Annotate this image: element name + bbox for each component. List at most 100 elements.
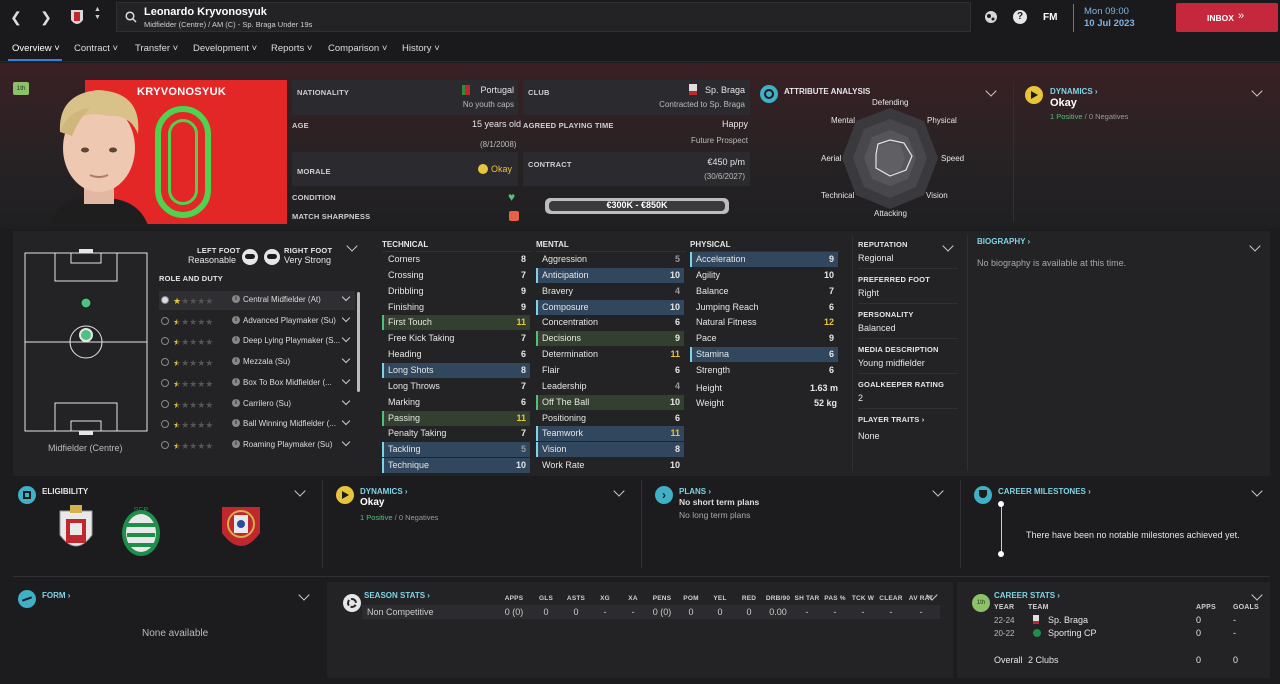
role-info-icon[interactable]: i xyxy=(232,357,240,366)
attribute-row[interactable]: Marking 6 xyxy=(382,395,530,410)
attribute-row[interactable]: Stamina 6 xyxy=(690,347,838,363)
role-chevron-icon[interactable] xyxy=(341,313,351,322)
role-info-icon[interactable]: i xyxy=(232,336,240,345)
role-chevron-icon[interactable] xyxy=(341,334,351,343)
attribute-row[interactable]: Long Shots 8 xyxy=(382,362,530,378)
role-chevron-icon[interactable] xyxy=(341,375,351,385)
attribute-row[interactable]: Teamwork 11 xyxy=(536,426,684,442)
attribute-row[interactable]: First Touch 11 xyxy=(382,315,530,331)
attribute-row[interactable]: Concentration 6 xyxy=(536,315,684,330)
player-switch-arrows-icon[interactable]: ▲ ▼ xyxy=(94,6,101,21)
tab-transfer[interactable]: Transfer ˅ xyxy=(135,43,179,54)
attribute-row[interactable]: Decisions 9 xyxy=(536,331,684,347)
role-radio[interactable] xyxy=(161,440,169,449)
sporting-crest-icon[interactable]: SCP xyxy=(120,503,162,557)
attribute-row[interactable]: Strength 6 xyxy=(690,363,838,378)
globe-icon[interactable] xyxy=(984,10,998,24)
attribute-row[interactable]: Agility 10 xyxy=(690,268,838,283)
attribute-row[interactable]: Corners 8 xyxy=(382,252,530,267)
club-crest-icon[interactable] xyxy=(69,6,85,28)
role-item[interactable]: ★★★★★ i Deep Lying Playmaker (S... xyxy=(159,332,355,351)
role-radio[interactable] xyxy=(161,399,169,408)
dynamics-title[interactable]: DYNAMICS › xyxy=(1050,87,1098,96)
role-info-icon[interactable]: i xyxy=(232,398,240,407)
career-row-2-team[interactable]: Sporting CP xyxy=(1048,628,1097,638)
role-item[interactable]: ★★★★★ i Carrilero (Su) xyxy=(159,395,355,414)
role-radio[interactable] xyxy=(161,316,169,325)
tab-comparison[interactable]: Comparison ˅ xyxy=(328,43,388,54)
role-item[interactable]: ★★★★★ i Roaming Playmaker (Su) xyxy=(159,436,355,455)
attribute-row[interactable]: Positioning 6 xyxy=(536,411,684,426)
role-item[interactable]: ★★★★★ i Ball Winning Midfielder (... xyxy=(159,415,355,434)
role-radio[interactable] xyxy=(161,358,169,367)
attribute-row[interactable]: Balance 7 xyxy=(690,284,838,299)
attribute-row[interactable]: Heading 6 xyxy=(382,347,530,362)
portugal-crest-icon[interactable] xyxy=(220,503,262,557)
attribute-row[interactable]: Crossing 7 xyxy=(382,268,530,283)
milestones-title[interactable]: CAREER MILESTONES › xyxy=(998,487,1091,496)
forward-arrow-icon[interactable]: ❯ xyxy=(40,9,52,25)
tab-development[interactable]: Development ˅ xyxy=(193,43,258,54)
role-info-icon[interactable]: i xyxy=(232,439,240,448)
club-value[interactable]: Sp. Braga xyxy=(704,85,745,95)
attribute-row[interactable]: Determination 11 xyxy=(536,347,684,362)
attribute-row[interactable]: Aggression 5 xyxy=(536,252,684,267)
tab-overview[interactable]: Overview ˅ xyxy=(12,43,60,54)
season-stats-title[interactable]: SEASON STATS › xyxy=(364,591,430,600)
attribute-row[interactable]: Composure 10 xyxy=(536,299,684,315)
role-item[interactable]: ★★★★★ i Central Midfielder (At) xyxy=(159,291,355,310)
role-info-icon[interactable]: i xyxy=(232,419,240,428)
tab-history[interactable]: History ˅ xyxy=(402,43,440,54)
dynamics-bottom-title[interactable]: DYNAMICS › xyxy=(360,487,408,496)
role-info-icon[interactable]: i xyxy=(232,315,240,324)
attribute-row[interactable]: Work Rate 10 xyxy=(536,458,684,473)
attribute-row[interactable]: Free Kick Taking 7 xyxy=(382,331,530,346)
role-item[interactable]: ★★★★★ i Mezzala (Su) xyxy=(159,353,355,372)
attribute-row[interactable]: Passing 11 xyxy=(382,410,530,426)
attribute-row[interactable]: Natural Fitness 12 xyxy=(690,315,838,330)
career-row-1-team[interactable]: Sp. Braga xyxy=(1048,615,1089,625)
attribute-row[interactable]: Pace 9 xyxy=(690,331,838,346)
role-chevron-icon[interactable] xyxy=(341,354,351,364)
role-radio[interactable] xyxy=(161,378,169,387)
attribute-row[interactable]: Flair 6 xyxy=(536,363,684,378)
role-item[interactable]: ★★★★★ i Advanced Playmaker (Su) xyxy=(159,312,355,331)
plans-title[interactable]: PLANS › xyxy=(679,487,712,496)
tab-reports[interactable]: Reports ˅ xyxy=(271,43,313,54)
role-radio[interactable] xyxy=(161,420,169,429)
attribute-row[interactable]: Tackling 5 xyxy=(382,442,530,458)
inbox-button[interactable]: INBOX » xyxy=(1176,3,1278,32)
form-chevron-icon[interactable] xyxy=(298,589,310,601)
role-list-scrollbar[interactable] xyxy=(357,292,360,392)
career-stats-title[interactable]: CAREER STATS › xyxy=(994,591,1060,600)
attribute-row[interactable]: Vision 8 xyxy=(536,442,684,458)
attribute-row[interactable]: Bravery 4 xyxy=(536,284,684,299)
role-info-icon[interactable]: i xyxy=(232,295,240,303)
role-chevron-icon[interactable] xyxy=(341,437,351,447)
role-chevron-icon[interactable] xyxy=(341,292,351,302)
attribute-row[interactable]: Long Throws 7 xyxy=(382,379,530,394)
fm-menu-button[interactable]: FM xyxy=(1043,12,1058,23)
attribute-row[interactable]: Dribbling 9 xyxy=(382,284,530,299)
back-arrow-icon[interactable]: ❮ xyxy=(10,9,22,25)
attribute-row[interactable]: Anticipation 10 xyxy=(536,267,684,283)
player-traits-label[interactable]: PLAYER TRAITS › xyxy=(858,415,925,424)
biography-title[interactable]: BIOGRAPHY › xyxy=(977,237,1031,246)
help-icon[interactable]: ? xyxy=(1013,10,1027,24)
role-radio[interactable] xyxy=(161,337,169,346)
role-chevron-icon[interactable] xyxy=(341,416,351,426)
attribute-row[interactable]: Off The Ball 10 xyxy=(536,394,684,410)
search-field[interactable]: Leonardo Kryvonosyuk Midfielder (Centre)… xyxy=(116,2,971,32)
form-title[interactable]: FORM › xyxy=(42,591,71,600)
attribute-row[interactable]: Penalty Taking 7 xyxy=(382,426,530,441)
value-range-bar[interactable]: €300K - €850K xyxy=(545,198,729,214)
morale-box[interactable]: MORALE Okay xyxy=(292,152,518,186)
tab-contract[interactable]: Contract ˅ xyxy=(74,43,119,54)
attribute-row[interactable]: Finishing 9 xyxy=(382,300,530,315)
role-radio[interactable] xyxy=(161,296,169,304)
braga-crest-large-icon[interactable] xyxy=(56,505,96,557)
attribute-row[interactable]: Jumping Reach 6 xyxy=(690,300,838,315)
season-stats-row[interactable] xyxy=(362,605,940,619)
role-item[interactable]: ★★★★★ i Box To Box Midfielder (... xyxy=(159,374,355,393)
attribute-row[interactable]: Acceleration 9 xyxy=(690,252,838,267)
